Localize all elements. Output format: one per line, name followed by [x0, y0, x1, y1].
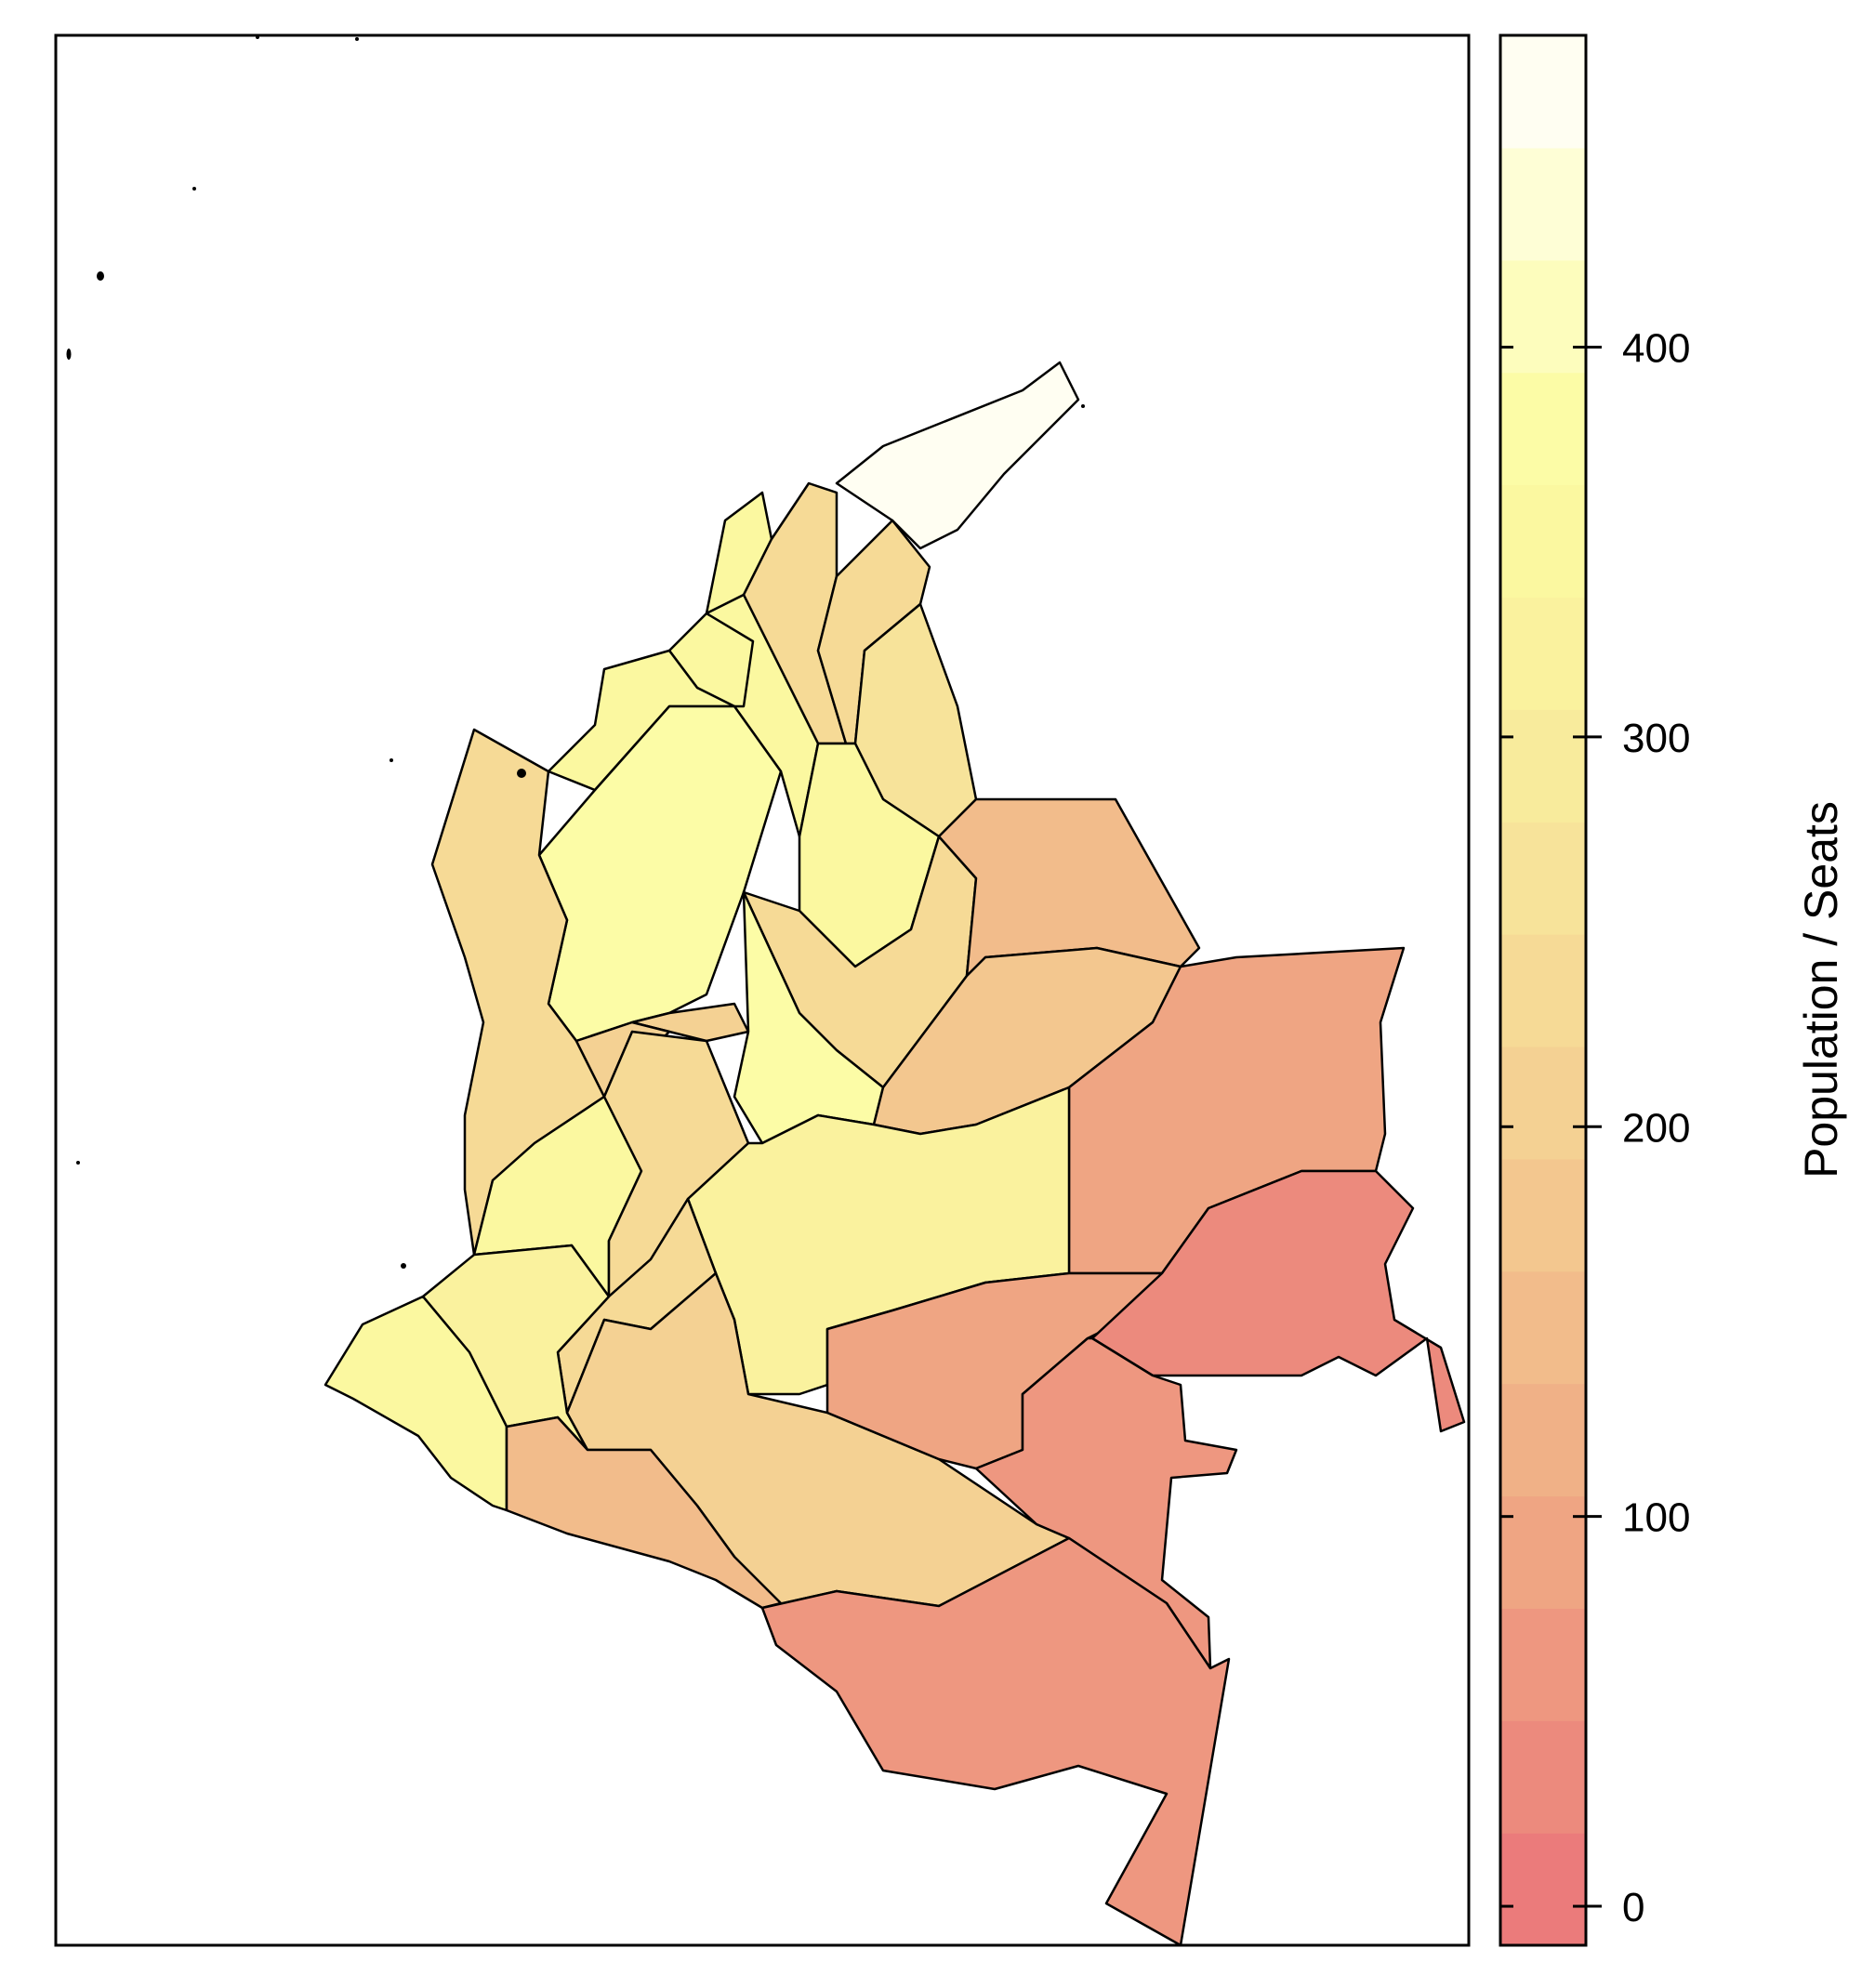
colorbar-band [1500, 35, 1586, 149]
colorbar-frame [1499, 33, 1588, 1947]
colorbar-band [1500, 147, 1586, 261]
colorbar-band [1500, 1495, 1586, 1609]
colorbar: 0 100 200 300 400 Population / Seats [1499, 33, 1847, 1947]
department-narino [324, 1295, 508, 1512]
island [401, 1263, 406, 1269]
colorbar-band [1500, 1720, 1586, 1834]
colorbar-band [1500, 259, 1586, 374]
colorbar-band [1500, 1383, 1586, 1497]
department-la-guajira [835, 361, 1080, 550]
island [66, 349, 72, 360]
island [1081, 404, 1085, 408]
islands [66, 35, 1085, 1269]
colorbar-band [1500, 934, 1586, 1047]
island [390, 758, 393, 762]
colorbar-tick-label: 300 [1622, 716, 1690, 761]
department-regions [324, 361, 1466, 1947]
colorbar-band [1500, 484, 1586, 599]
colorbar-band [1500, 1608, 1586, 1721]
colorbar-band [1500, 1158, 1586, 1272]
colorbar-band [1500, 372, 1586, 486]
island [192, 187, 196, 191]
colorbar-band [1500, 709, 1586, 823]
department-amazonas [760, 1536, 1231, 1947]
map-panel [54, 33, 1471, 1947]
colorbar-bands [1500, 35, 1586, 1946]
colorbar-band [1500, 1833, 1586, 1946]
colorbar-band [1500, 1270, 1586, 1385]
island [355, 37, 359, 41]
colorbar-ticks: 0 100 200 300 400 [1500, 326, 1690, 1930]
colorbar-band [1500, 597, 1586, 710]
island [256, 35, 259, 39]
colorbar-band [1500, 1046, 1586, 1160]
colorbar-tick-label: 0 [1622, 1885, 1644, 1930]
island [76, 1161, 80, 1165]
colorbar-tick-label: 200 [1622, 1105, 1690, 1151]
colorbar-title: Population / Seats [1795, 801, 1847, 1178]
colorbar-tick-label: 100 [1622, 1495, 1690, 1541]
department-guainia [1090, 1169, 1466, 1433]
colorbar-band [1500, 822, 1586, 935]
department-meta [686, 1086, 1071, 1396]
island [517, 769, 526, 778]
island [97, 271, 104, 281]
colorbar-tick-label: 400 [1622, 326, 1690, 372]
